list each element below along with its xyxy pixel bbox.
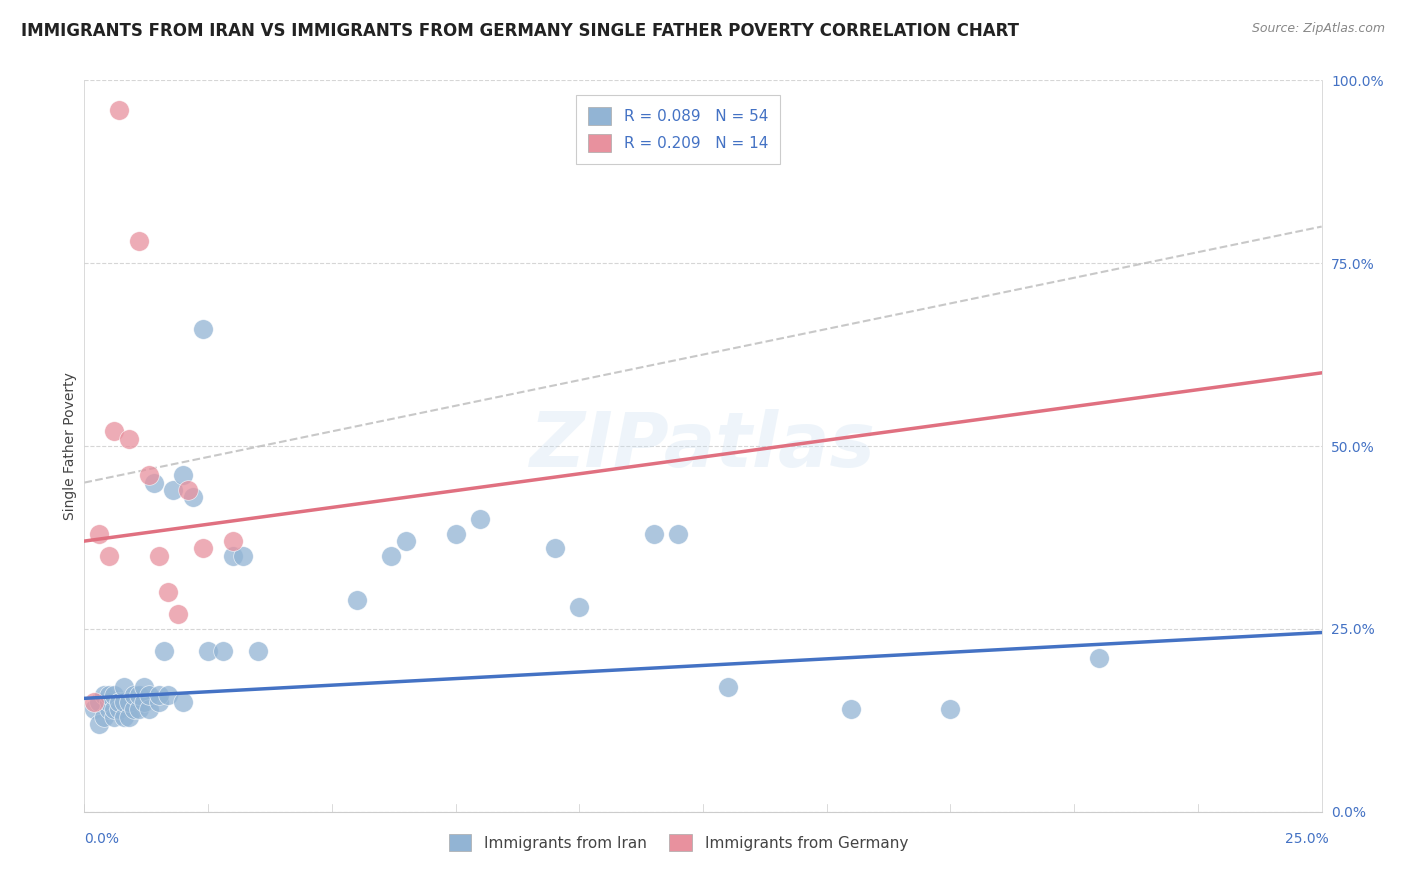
Point xyxy=(157,688,180,702)
Point xyxy=(118,695,141,709)
Point xyxy=(128,688,150,702)
Point xyxy=(197,644,219,658)
Point xyxy=(470,512,492,526)
Point xyxy=(98,695,121,709)
Point xyxy=(83,695,105,709)
Point xyxy=(643,526,665,541)
Point xyxy=(93,688,115,702)
Point xyxy=(1088,651,1111,665)
Point xyxy=(112,681,135,695)
Point xyxy=(132,695,155,709)
Point xyxy=(717,681,740,695)
Point xyxy=(122,688,145,702)
Point xyxy=(162,483,184,497)
Point xyxy=(132,681,155,695)
Point xyxy=(152,644,174,658)
Point xyxy=(167,607,190,622)
Point xyxy=(232,549,254,563)
Point xyxy=(142,475,165,490)
Text: 25.0%: 25.0% xyxy=(1285,832,1329,846)
Point xyxy=(172,468,194,483)
Point xyxy=(108,702,131,716)
Point xyxy=(148,688,170,702)
Point xyxy=(89,717,111,731)
Text: 0.0%: 0.0% xyxy=(84,832,120,846)
Point xyxy=(346,592,368,607)
Point xyxy=(98,549,121,563)
Point xyxy=(841,702,863,716)
Point xyxy=(939,702,962,716)
Point xyxy=(181,490,204,504)
Point xyxy=(103,425,125,439)
Point xyxy=(108,103,131,117)
Point xyxy=(191,541,214,556)
Point xyxy=(118,709,141,723)
Point xyxy=(222,534,245,549)
Point xyxy=(444,526,467,541)
Point xyxy=(568,599,591,614)
Point xyxy=(543,541,565,556)
Point xyxy=(177,483,200,497)
Point xyxy=(212,644,235,658)
Point xyxy=(89,526,111,541)
Point xyxy=(83,702,105,716)
Point xyxy=(380,549,402,563)
Point xyxy=(222,549,245,563)
Point xyxy=(103,688,125,702)
Point xyxy=(98,688,121,702)
Point xyxy=(395,534,418,549)
Point xyxy=(148,549,170,563)
Point xyxy=(98,702,121,716)
Point xyxy=(172,695,194,709)
Point xyxy=(191,322,214,336)
Point xyxy=(103,702,125,716)
Point xyxy=(157,585,180,599)
Text: ZIPatlas: ZIPatlas xyxy=(530,409,876,483)
Text: Source: ZipAtlas.com: Source: ZipAtlas.com xyxy=(1251,22,1385,36)
Point xyxy=(148,695,170,709)
Point xyxy=(138,468,160,483)
Y-axis label: Single Father Poverty: Single Father Poverty xyxy=(63,372,77,520)
Point xyxy=(93,709,115,723)
Point xyxy=(138,688,160,702)
Point xyxy=(128,702,150,716)
Point xyxy=(108,695,131,709)
Point xyxy=(128,234,150,248)
Point xyxy=(138,702,160,716)
Point xyxy=(246,644,269,658)
Point xyxy=(666,526,689,541)
Point xyxy=(89,695,111,709)
Point xyxy=(122,702,145,716)
Point xyxy=(112,709,135,723)
Text: IMMIGRANTS FROM IRAN VS IMMIGRANTS FROM GERMANY SINGLE FATHER POVERTY CORRELATIO: IMMIGRANTS FROM IRAN VS IMMIGRANTS FROM … xyxy=(21,22,1019,40)
Legend: Immigrants from Iran, Immigrants from Germany: Immigrants from Iran, Immigrants from Ge… xyxy=(441,826,915,859)
Point xyxy=(103,709,125,723)
Point xyxy=(118,432,141,446)
Point xyxy=(112,695,135,709)
